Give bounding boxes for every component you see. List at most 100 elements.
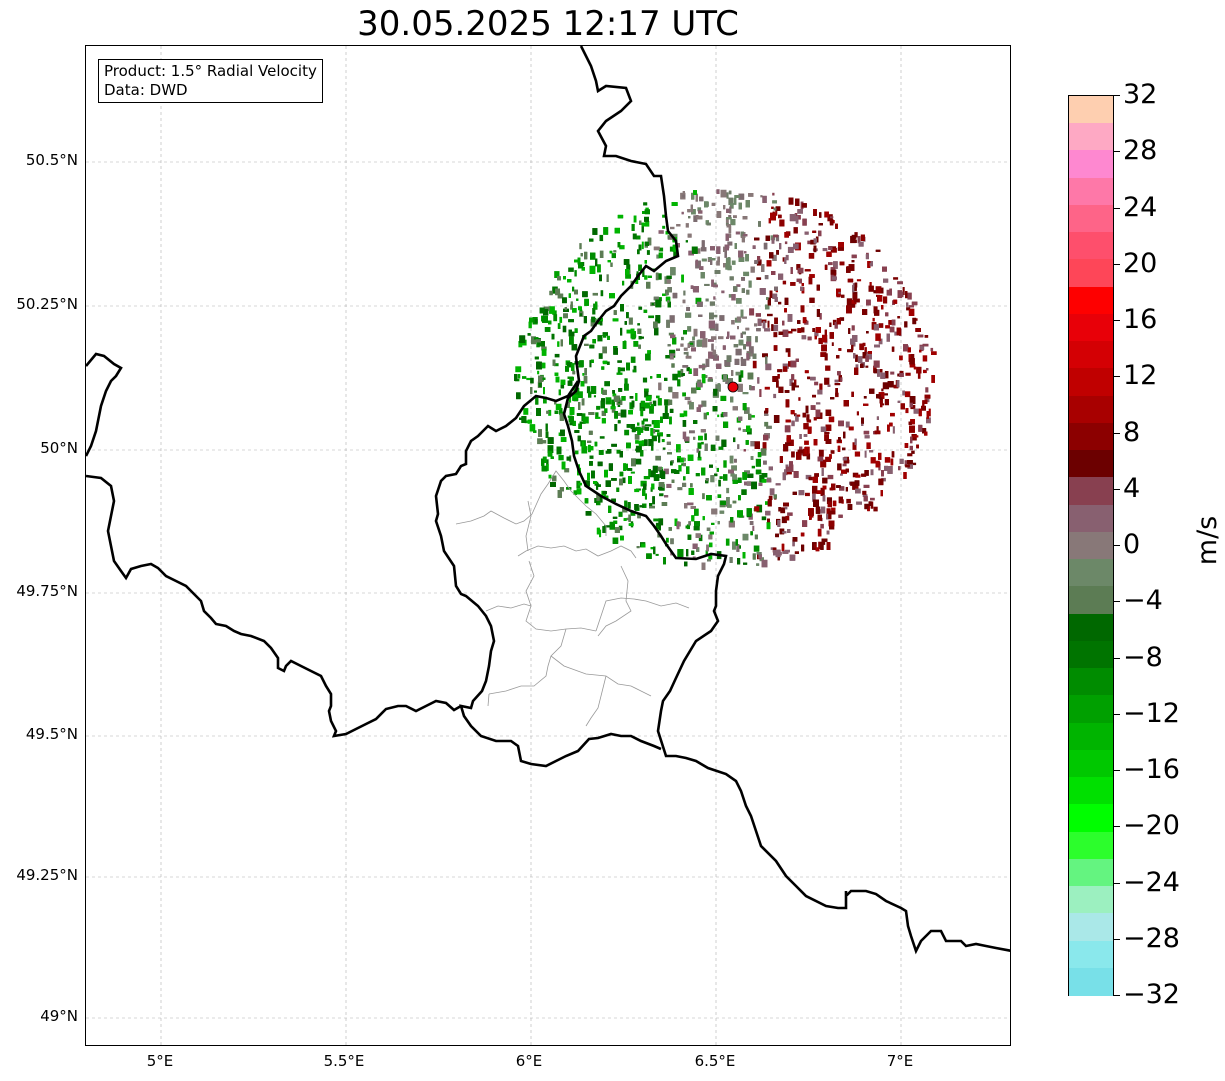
velocity-pixel [806,414,810,421]
velocity-pixel [875,333,881,341]
velocity-pixel [891,346,895,352]
velocity-pixel [659,493,664,497]
velocity-pixel [581,267,585,271]
velocity-pixel [715,435,720,441]
velocity-pixel [723,474,728,481]
velocity-pixel [905,408,909,414]
velocity-pixel [700,429,706,433]
velocity-pixel [829,322,832,327]
velocity-pixel [851,325,855,331]
velocity-pixel [795,198,800,206]
velocity-pixel [787,512,793,516]
velocity-pixel [578,262,583,269]
velocity-pixel [828,246,833,250]
velocity-pixel [795,216,799,224]
velocity-pixel [852,482,856,490]
velocity-pixel [627,468,633,471]
velocity-pixel [838,514,843,518]
velocity-pixel [599,529,602,538]
velocity-pixel [675,243,680,248]
velocity-pixel [697,207,702,212]
velocity-pixel [584,343,589,346]
velocity-pixel [819,313,822,320]
velocity-pixel [559,487,564,492]
velocity-pixel [572,397,579,401]
velocity-pixel [756,328,761,332]
velocity-pixel [773,234,779,238]
velocity-pixel [624,378,628,386]
velocity-pixel [610,406,616,410]
velocity-pixel [904,321,908,328]
velocity-pixel [565,365,569,372]
velocity-pixel [589,265,596,274]
velocity-pixel [848,426,854,431]
velocity-pixel [824,431,830,434]
velocity-pixel [586,386,590,394]
velocity-pixel [911,301,918,306]
velocity-pixel [596,319,602,325]
velocity-pixel [644,209,650,215]
velocity-pixel [736,284,741,287]
velocity-pixel [727,504,732,508]
velocity-pixel [698,450,701,458]
velocity-pixel [596,527,600,535]
velocity-pixel [767,320,770,328]
velocity-pixel [612,390,615,394]
velocity-pixel [768,495,773,500]
velocity-pixel [808,476,813,481]
velocity-pixel [755,458,761,467]
velocity-pixel [782,363,789,369]
velocity-pixel [788,361,793,367]
velocity-pixel [626,264,631,271]
velocity-pixel [736,544,740,552]
velocity-pixel [761,264,765,272]
velocity-pixel [798,397,801,401]
velocity-pixel [812,230,817,233]
velocity-pixel [843,431,846,439]
velocity-pixel [814,331,819,337]
velocity-pixel [693,420,698,424]
velocity-pixel [880,372,886,379]
velocity-pixel [893,299,898,304]
colorbar-segment [1069,967,1113,996]
velocity-pixel [701,374,706,379]
velocity-pixel [835,223,838,229]
velocity-pixel [774,286,778,291]
velocity-pixel [691,387,697,394]
velocity-pixel [759,475,765,483]
velocity-pixel [705,220,709,225]
velocity-pixel [711,258,716,261]
velocity-pixel [744,470,750,475]
velocity-pixel [579,360,584,367]
velocity-pixel [749,353,754,357]
velocity-pixel [655,455,661,461]
velocity-pixel [686,367,690,372]
velocity-pixel [550,482,556,487]
velocity-pixel [650,404,654,409]
velocity-pixel [595,301,598,309]
colorbar-tick-label: 24 [1123,191,1158,223]
velocity-pixel [817,389,823,395]
velocity-pixel [741,288,745,293]
velocity-pixel [866,352,872,360]
velocity-pixel [740,332,743,338]
velocity-pixel [701,400,707,407]
velocity-pixel [904,443,909,448]
velocity-pixel [562,297,567,304]
velocity-pixel [620,304,624,312]
velocity-pixel [682,462,686,467]
velocity-pixel [706,222,711,226]
velocity-pixel [837,247,844,251]
velocity-pixel [813,439,818,446]
velocity-pixel [684,436,690,442]
colorbar-tick-label: 28 [1123,135,1158,167]
colorbar-segment [1069,722,1113,751]
velocity-pixel [700,331,706,339]
velocity-pixel [716,363,722,369]
velocity-pixel [744,407,750,414]
velocity-pixel [767,518,770,523]
velocity-pixel [626,329,632,334]
velocity-pixel [850,235,856,244]
velocity-pixel [884,399,889,406]
velocity-pixel [658,382,662,391]
